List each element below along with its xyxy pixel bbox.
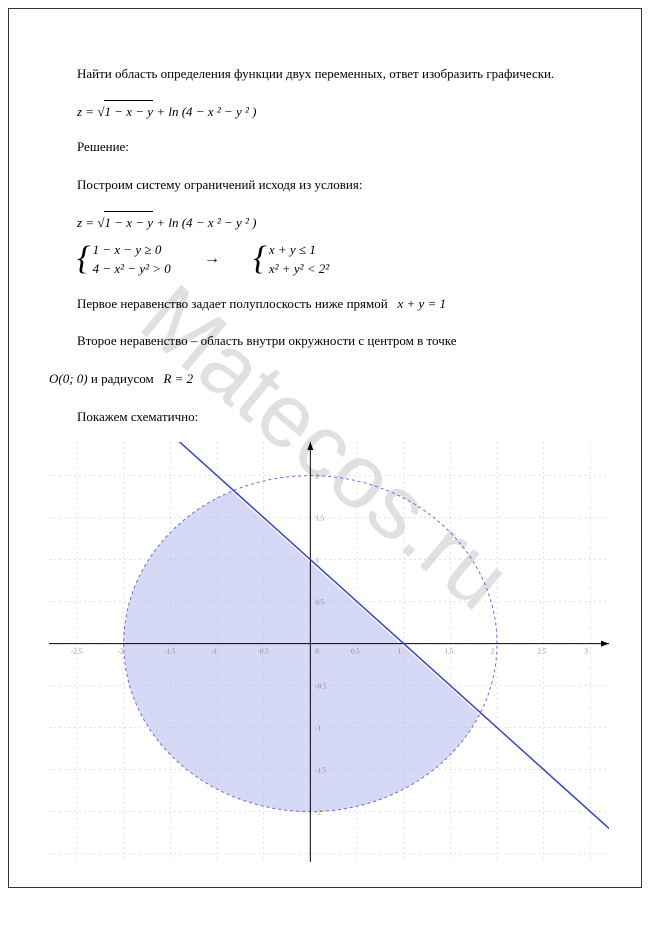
task-statement: Найти область определения функции двух п…	[49, 62, 601, 87]
svg-text:2.5: 2.5	[538, 648, 547, 656]
svg-text:3: 3	[584, 648, 588, 656]
step-build-system: Построим систему ограничений исходя из у…	[49, 173, 601, 198]
schematic-label: Покажем схематично:	[49, 405, 601, 430]
svg-text:0: 0	[315, 648, 319, 656]
svg-text:-2: -2	[118, 648, 124, 656]
arrow-icon: →	[204, 246, 220, 272]
svg-text:0.5: 0.5	[315, 599, 324, 607]
formula-repeat: z = √1 − x − y + ln (4 − x ² − y ² )	[77, 211, 601, 234]
document-body: Найти область определения функции двух п…	[49, 62, 601, 862]
inequality-system: { 1 − x − y ≥ 0 4 − x² − y² > 0 → { x + …	[77, 240, 601, 279]
solution-heading: Решение:	[49, 135, 601, 160]
svg-text:1.5: 1.5	[315, 515, 324, 523]
svg-text:1: 1	[398, 648, 402, 656]
svg-text:1: 1	[315, 557, 319, 565]
svg-text:-1: -1	[211, 648, 217, 656]
svg-text:2: 2	[315, 473, 319, 481]
svg-text:-0.5: -0.5	[315, 683, 327, 691]
svg-text:2: 2	[491, 648, 495, 656]
svg-text:-1.5: -1.5	[315, 767, 327, 775]
svg-text:-1: -1	[315, 725, 321, 733]
circle-text: Второе неравенство – область внутри окру…	[49, 329, 601, 354]
svg-text:-0.5: -0.5	[258, 648, 270, 656]
formula-main: z = √1 − x − y + ln (4 − x ² − y ² )	[77, 100, 601, 123]
halfplane-text: Первое неравенство задает полуплоскость …	[49, 292, 601, 317]
svg-text:1.5: 1.5	[444, 648, 453, 656]
svg-text:0.5: 0.5	[351, 648, 360, 656]
svg-text:-1.5: -1.5	[164, 648, 176, 656]
origin-radius: O(0; 0) и радиусом R = 2	[49, 367, 601, 392]
domain-chart: -2.5 -2 -1.5 -1 -0.5 0 0.5 1 1.5 2 2.5 3 -2 -1.5 -1 -0.…	[49, 442, 601, 862]
svg-text:-2: -2	[315, 809, 321, 817]
svg-text:-2.5: -2.5	[71, 648, 83, 656]
